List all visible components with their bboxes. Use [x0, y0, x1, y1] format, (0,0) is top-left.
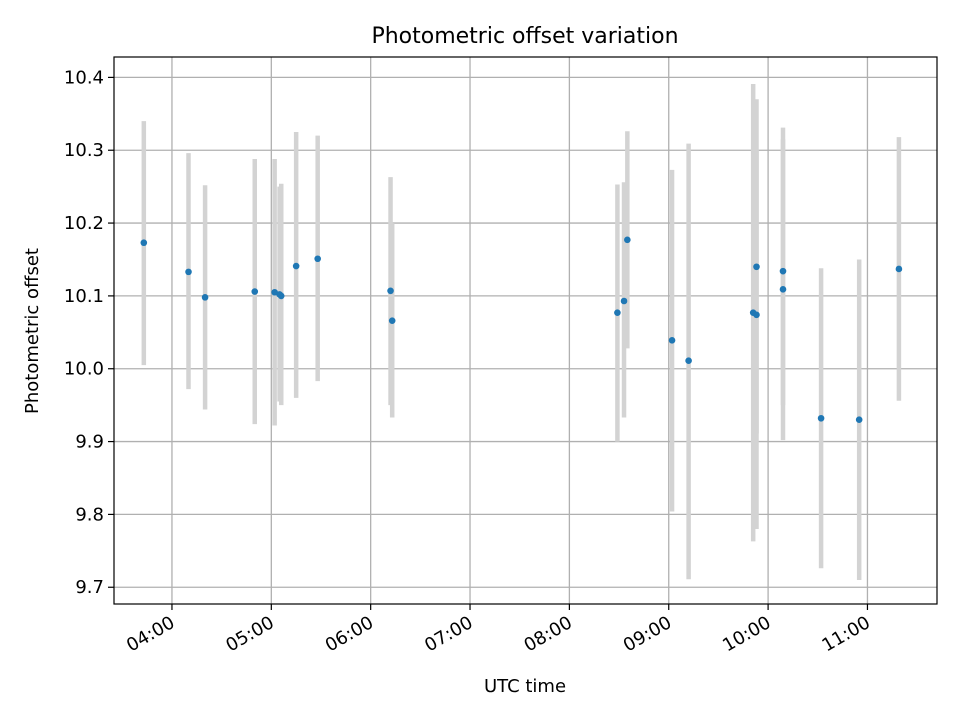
y-tick-label: 9.8 — [75, 504, 104, 525]
y-axis-ticks: 9.7 9.8 9.9 10.0 10.1 10.2 10.3 10.4 — [64, 67, 114, 598]
y-tick-label: 10.4 — [64, 67, 104, 88]
data-point — [668, 337, 676, 344]
data-point — [251, 288, 259, 295]
data-point — [620, 297, 628, 305]
data-point — [314, 255, 321, 263]
data-point — [387, 287, 394, 295]
data-point — [779, 267, 787, 275]
data-point — [753, 311, 760, 319]
chart-title: Photometric offset variation — [371, 24, 678, 49]
y-axis-title: Photometric offset — [22, 248, 43, 414]
data-point — [855, 416, 863, 424]
y-tick-label: 9.7 — [75, 577, 104, 598]
y-tick-label: 10.2 — [64, 213, 104, 234]
y-tick-label: 9.9 — [75, 432, 104, 453]
y-tick-label: 10.1 — [64, 286, 104, 307]
y-tick-label: 10.0 — [64, 359, 104, 380]
data-point — [292, 262, 300, 270]
data-point — [271, 288, 278, 296]
x-axis-title: UTC time — [484, 676, 566, 697]
grid-lines — [114, 57, 937, 604]
data-point — [753, 263, 760, 271]
data-point — [276, 291, 283, 298]
y-tick-label: 10.3 — [64, 140, 104, 161]
data-point — [185, 268, 192, 276]
data-point — [817, 414, 825, 422]
data-point — [614, 309, 621, 316]
plot-frame — [113, 56, 938, 605]
data-point — [201, 294, 209, 301]
data-point — [388, 317, 396, 324]
data-point — [140, 239, 148, 247]
data-point — [624, 236, 631, 244]
data-point — [685, 357, 692, 365]
data-point — [895, 265, 903, 273]
data-points — [140, 236, 903, 424]
data-point — [779, 286, 787, 293]
